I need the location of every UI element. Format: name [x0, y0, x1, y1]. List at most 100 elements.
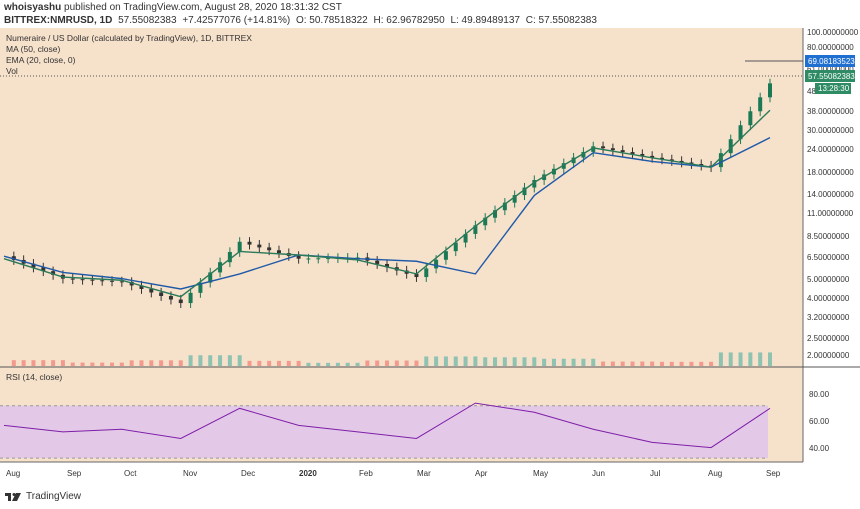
- tradingview-brand[interactable]: TradingView: [26, 491, 82, 502]
- candle-body: [483, 217, 488, 226]
- candle-body: [591, 146, 596, 152]
- volume-bar: [70, 362, 75, 366]
- price-tick-label: 30.00000000: [807, 126, 854, 135]
- high-price-tag: [805, 55, 855, 67]
- volume-bar: [51, 360, 56, 366]
- candle-body: [51, 271, 56, 275]
- volume-bar: [453, 356, 458, 366]
- candle-body: [640, 153, 645, 156]
- candle-body: [669, 159, 674, 161]
- ema-20-line: [3, 109, 771, 298]
- rsi-tick-label: 80.00: [809, 390, 830, 399]
- volume-bar: [100, 362, 105, 366]
- price-tick-label: 48.: [807, 87, 818, 96]
- candle-body: [473, 225, 478, 234]
- volume-bar: [581, 358, 586, 366]
- volume-bar: [385, 360, 389, 366]
- volume-bar: [80, 362, 85, 366]
- volume-bar: [345, 362, 350, 366]
- price-tick-label: 18.00000000: [807, 168, 854, 177]
- volume-bar: [404, 360, 409, 366]
- candle-body: [110, 280, 115, 282]
- candle-body: [90, 279, 95, 281]
- candle-body: [276, 250, 281, 254]
- volume-bar: [630, 361, 635, 366]
- volume-bar: [493, 357, 498, 366]
- volume-bar: [689, 361, 694, 366]
- candle-body: [738, 125, 743, 140]
- price-tick-label: 100.00000000: [807, 28, 859, 37]
- volume-bar: [227, 355, 232, 366]
- volume-bar: [326, 362, 331, 366]
- candle-body: [119, 281, 124, 283]
- author-name[interactable]: whoisyashu: [4, 2, 62, 13]
- volume-bar: [571, 358, 576, 366]
- price-chart[interactable]: 100.00000000 80.00000000 61.00000000 48.…: [0, 28, 860, 486]
- time-axis: Aug Sep Oct Nov Dec 2020 Feb Mar Apr May…: [6, 469, 781, 478]
- candle-body: [355, 257, 360, 259]
- volume-bar: [129, 360, 134, 366]
- volume-bar: [601, 361, 606, 366]
- candle-body: [768, 83, 772, 98]
- volume-bar: [149, 360, 154, 366]
- month-label: Feb: [359, 469, 373, 478]
- publish-info: published on TradingView.com, August 28,…: [64, 2, 342, 13]
- chart-header: whoisyashu published on TradingView.com,…: [0, 0, 860, 28]
- candle-body: [522, 187, 527, 196]
- last-price-tag-label: 57.55082383: [808, 72, 855, 81]
- candle-body: [296, 255, 301, 259]
- candle-body: [188, 292, 193, 304]
- candle-body: [227, 251, 232, 263]
- volume-bar: [463, 356, 468, 366]
- volume-bar: [591, 358, 596, 366]
- candle-body: [718, 153, 723, 168]
- price-tick-label: 38.00000000: [807, 107, 854, 116]
- chart-title: Numeraire / US Dollar (calculated by Tra…: [6, 33, 252, 43]
- candle-body: [659, 157, 664, 160]
- price-tick-label: 8.50000000: [807, 232, 850, 241]
- rsi-band: [0, 405, 768, 459]
- volume-bar: [414, 360, 419, 366]
- volume-bar: [748, 352, 753, 366]
- candle-body: [257, 244, 262, 248]
- candle-body: [699, 164, 704, 166]
- volume-bar: [522, 357, 527, 366]
- volume-bar: [139, 360, 144, 366]
- last-price-tag: [805, 70, 855, 82]
- candle-body: [237, 241, 242, 252]
- candle-body: [41, 267, 46, 272]
- candle-body: [159, 292, 164, 297]
- candle-body: [316, 258, 321, 260]
- month-label: Sep: [67, 469, 82, 478]
- candle-body: [247, 241, 252, 245]
- last-price: 57.55082383: [118, 15, 177, 26]
- candle-body: [512, 195, 517, 203]
- ma-legend: MA (50, close): [6, 44, 60, 54]
- volume-bar: [542, 358, 547, 366]
- volume-bar: [434, 356, 439, 366]
- volume-bar: [159, 360, 164, 366]
- price-axis-background: [803, 28, 860, 486]
- rsi-legend: RSI (14, close): [6, 372, 62, 382]
- tradingview-logo-icon: [5, 493, 21, 501]
- candle-body: [11, 256, 16, 260]
- chart-background: [0, 28, 803, 462]
- rsi-axis: 80.00 60.00 40.00: [809, 390, 830, 453]
- rsi-tick-label: 40.00: [809, 444, 830, 453]
- volume-bar: [296, 360, 301, 366]
- publish-line: whoisyashu published on TradingView.com,…: [4, 2, 342, 13]
- candle-body: [385, 263, 389, 268]
- volume-bar: [168, 360, 173, 366]
- price-tick-label: 2.00000000: [807, 351, 850, 360]
- candle-body: [139, 285, 144, 289]
- volume-bar: [286, 360, 291, 366]
- rsi-line: [3, 402, 771, 449]
- volume-bar: [443, 356, 448, 366]
- candle-body: [267, 247, 272, 251]
- volume-bar: [709, 361, 714, 366]
- volume-bar: [394, 360, 399, 366]
- volume-bar: [188, 355, 193, 366]
- volume-bar: [11, 360, 16, 366]
- price-tags: 69.08183523 57.55082383 13:28:30: [805, 55, 855, 94]
- volume-bar: [31, 360, 36, 366]
